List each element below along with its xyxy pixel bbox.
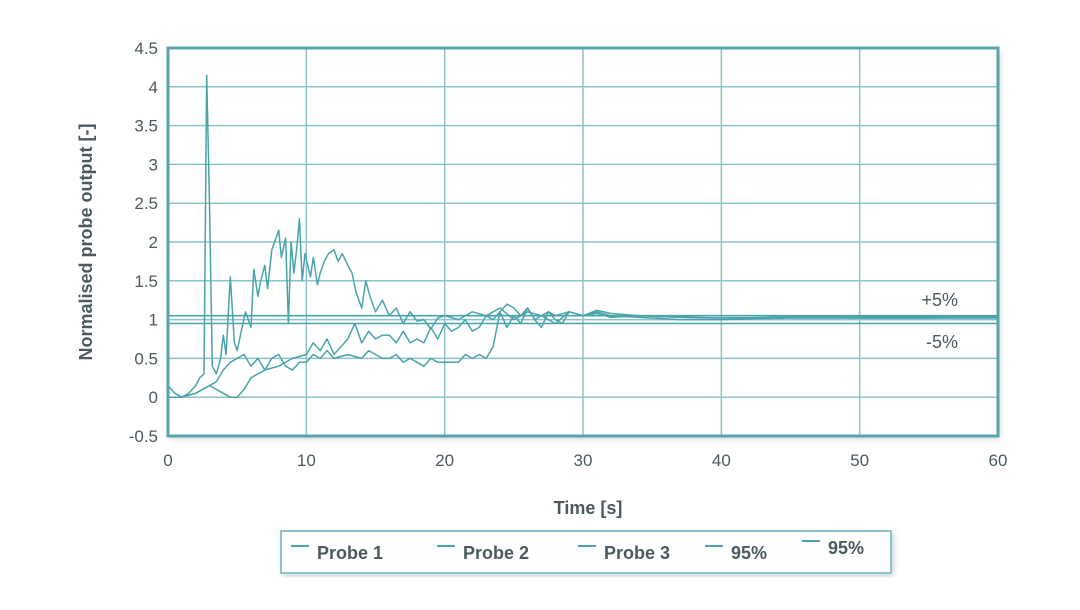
series-line-1 (167, 74, 999, 398)
x-axis-ticks: 0 10 20 30 40 50 60 (163, 451, 1007, 470)
x-tick-label: 30 (574, 451, 593, 470)
legend-label: Probe 1 (317, 543, 383, 563)
series-line-2 (168, 307, 998, 398)
legend-label: Probe 3 (604, 543, 670, 563)
legend-label: Probe 2 (463, 543, 529, 563)
y-tick-label: 2.5 (134, 194, 158, 213)
series-line-3 (168, 303, 998, 398)
y-tick-label: 0 (149, 388, 158, 407)
legend-box (280, 530, 892, 574)
x-tick-label: 50 (850, 451, 869, 470)
x-tick-label: 10 (297, 451, 316, 470)
y-tick-label: 2 (149, 233, 158, 252)
y-tick-label: 1 (149, 311, 158, 330)
y-tick-label: 3.5 (134, 117, 158, 136)
y-axis-title: Normalised probe output [-] (76, 124, 96, 361)
legend-label: 95% (731, 543, 767, 563)
y-tick-label: 4 (149, 78, 158, 97)
plot-frame (166, 46, 1000, 438)
y-tick-label: 3 (149, 155, 158, 174)
x-tick-label: 20 (435, 451, 454, 470)
legend-label: 95% (828, 538, 864, 558)
lower-band-label: -5% (926, 332, 958, 352)
y-axis-ticks: -0.5 0 0.5 1 1.5 2 2.5 3 3.5 4 4.5 (129, 39, 158, 446)
y-tick-label: 4.5 (134, 39, 158, 58)
upper-band-label: +5% (921, 290, 958, 310)
x-tick-label: 40 (712, 451, 731, 470)
x-tick-label: 0 (163, 451, 172, 470)
x-tick-label: 60 (989, 451, 1008, 470)
legend: Probe 1 Probe 2 Probe 3 95% 95% (280, 530, 892, 574)
y-tick-label: 0.5 (134, 349, 158, 368)
y-tick-label: -0.5 (129, 427, 158, 446)
series-lines (167, 74, 999, 398)
x-axis-title: Time [s] (554, 498, 623, 518)
y-tick-label: 1.5 (134, 272, 158, 291)
